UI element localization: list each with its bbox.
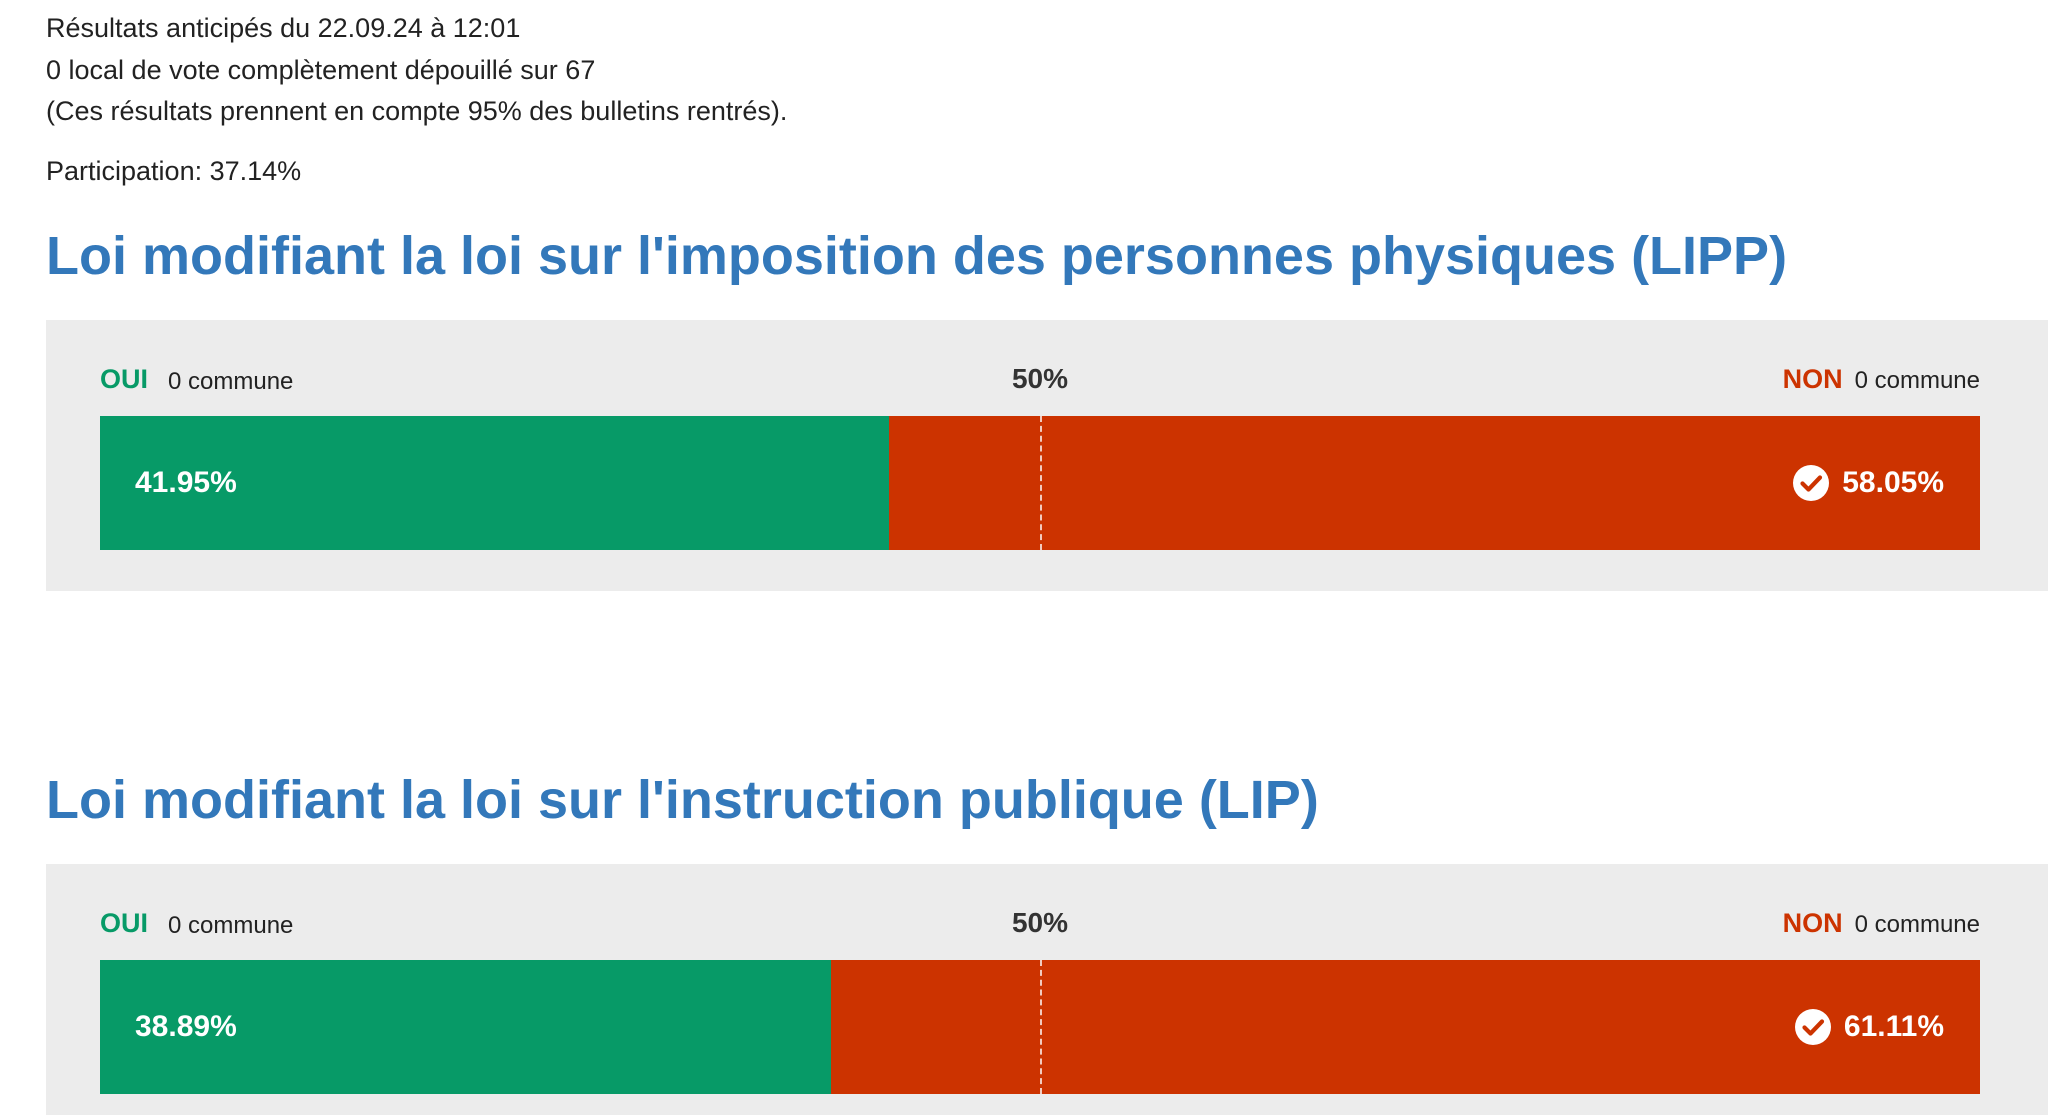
majority-threshold-line — [1040, 416, 1042, 550]
yes-label: OUI — [100, 364, 149, 394]
no-communes-count: 0 commune — [1854, 911, 1980, 938]
majority-threshold-label: 50% — [1011, 363, 1069, 394]
vote-result-panel-lipp: OUI 0 commune 50% NON 0 commune 41.95% 58… — [46, 320, 2048, 591]
check-circle-icon — [1793, 465, 1830, 501]
vote-title-lip[interactable]: Loi modifiant la loi sur l'instruction p… — [46, 770, 1319, 830]
participation-rate: Participation: 37.14% — [46, 156, 302, 186]
majority-threshold-label: 50% — [1011, 907, 1069, 938]
vote-header-row: OUI 0 commune 50% NON 0 commune — [100, 362, 1980, 396]
result-bar: 38.89% 61.11% — [100, 960, 1980, 1094]
yes-bar-segment — [100, 416, 889, 550]
no-label: NON — [1782, 908, 1843, 938]
vote-result-panel-lip: OUI 0 commune 50% NON 0 commune 38.89% 61… — [46, 864, 2048, 1115]
check-circle-icon — [1794, 1009, 1831, 1045]
yes-percentage: 41.95% — [135, 466, 237, 499]
results-timestamp: Résultats anticipés du 22.09.24 à 12:01 — [46, 13, 521, 43]
no-header: NON 0 commune — [1783, 362, 1980, 398]
no-communes-count: 0 commune — [1854, 367, 1980, 394]
counted-polling-stations: 0 local de vote complètement dépouillé s… — [46, 55, 596, 85]
no-result: 58.05% — [1792, 464, 1944, 502]
yes-percentage: 38.89% — [135, 1010, 237, 1043]
vote-title-lipp[interactable]: Loi modifiant la loi sur l'imposition de… — [46, 226, 1788, 286]
no-percentage: 61.11% — [1843, 1010, 1944, 1043]
no-percentage: 58.05% — [1842, 466, 1944, 499]
no-label: NON — [1782, 364, 1843, 394]
no-header: NON 0 commune — [1783, 906, 1980, 942]
result-bar: 41.95% 58.05% — [100, 416, 1980, 550]
vote-header-row: OUI 0 commune 50% NON 0 commune — [100, 906, 1980, 940]
no-result: 61.11% — [1794, 1008, 1944, 1046]
majority-threshold-line — [1040, 960, 1042, 1094]
yes-communes-count: 0 commune — [168, 912, 294, 939]
yes-bar-segment — [100, 960, 832, 1094]
yes-communes-count: 0 commune — [168, 368, 294, 395]
yes-label: OUI — [100, 908, 149, 938]
ballots-note: (Ces résultats prennent en compte 95% de… — [46, 96, 788, 126]
